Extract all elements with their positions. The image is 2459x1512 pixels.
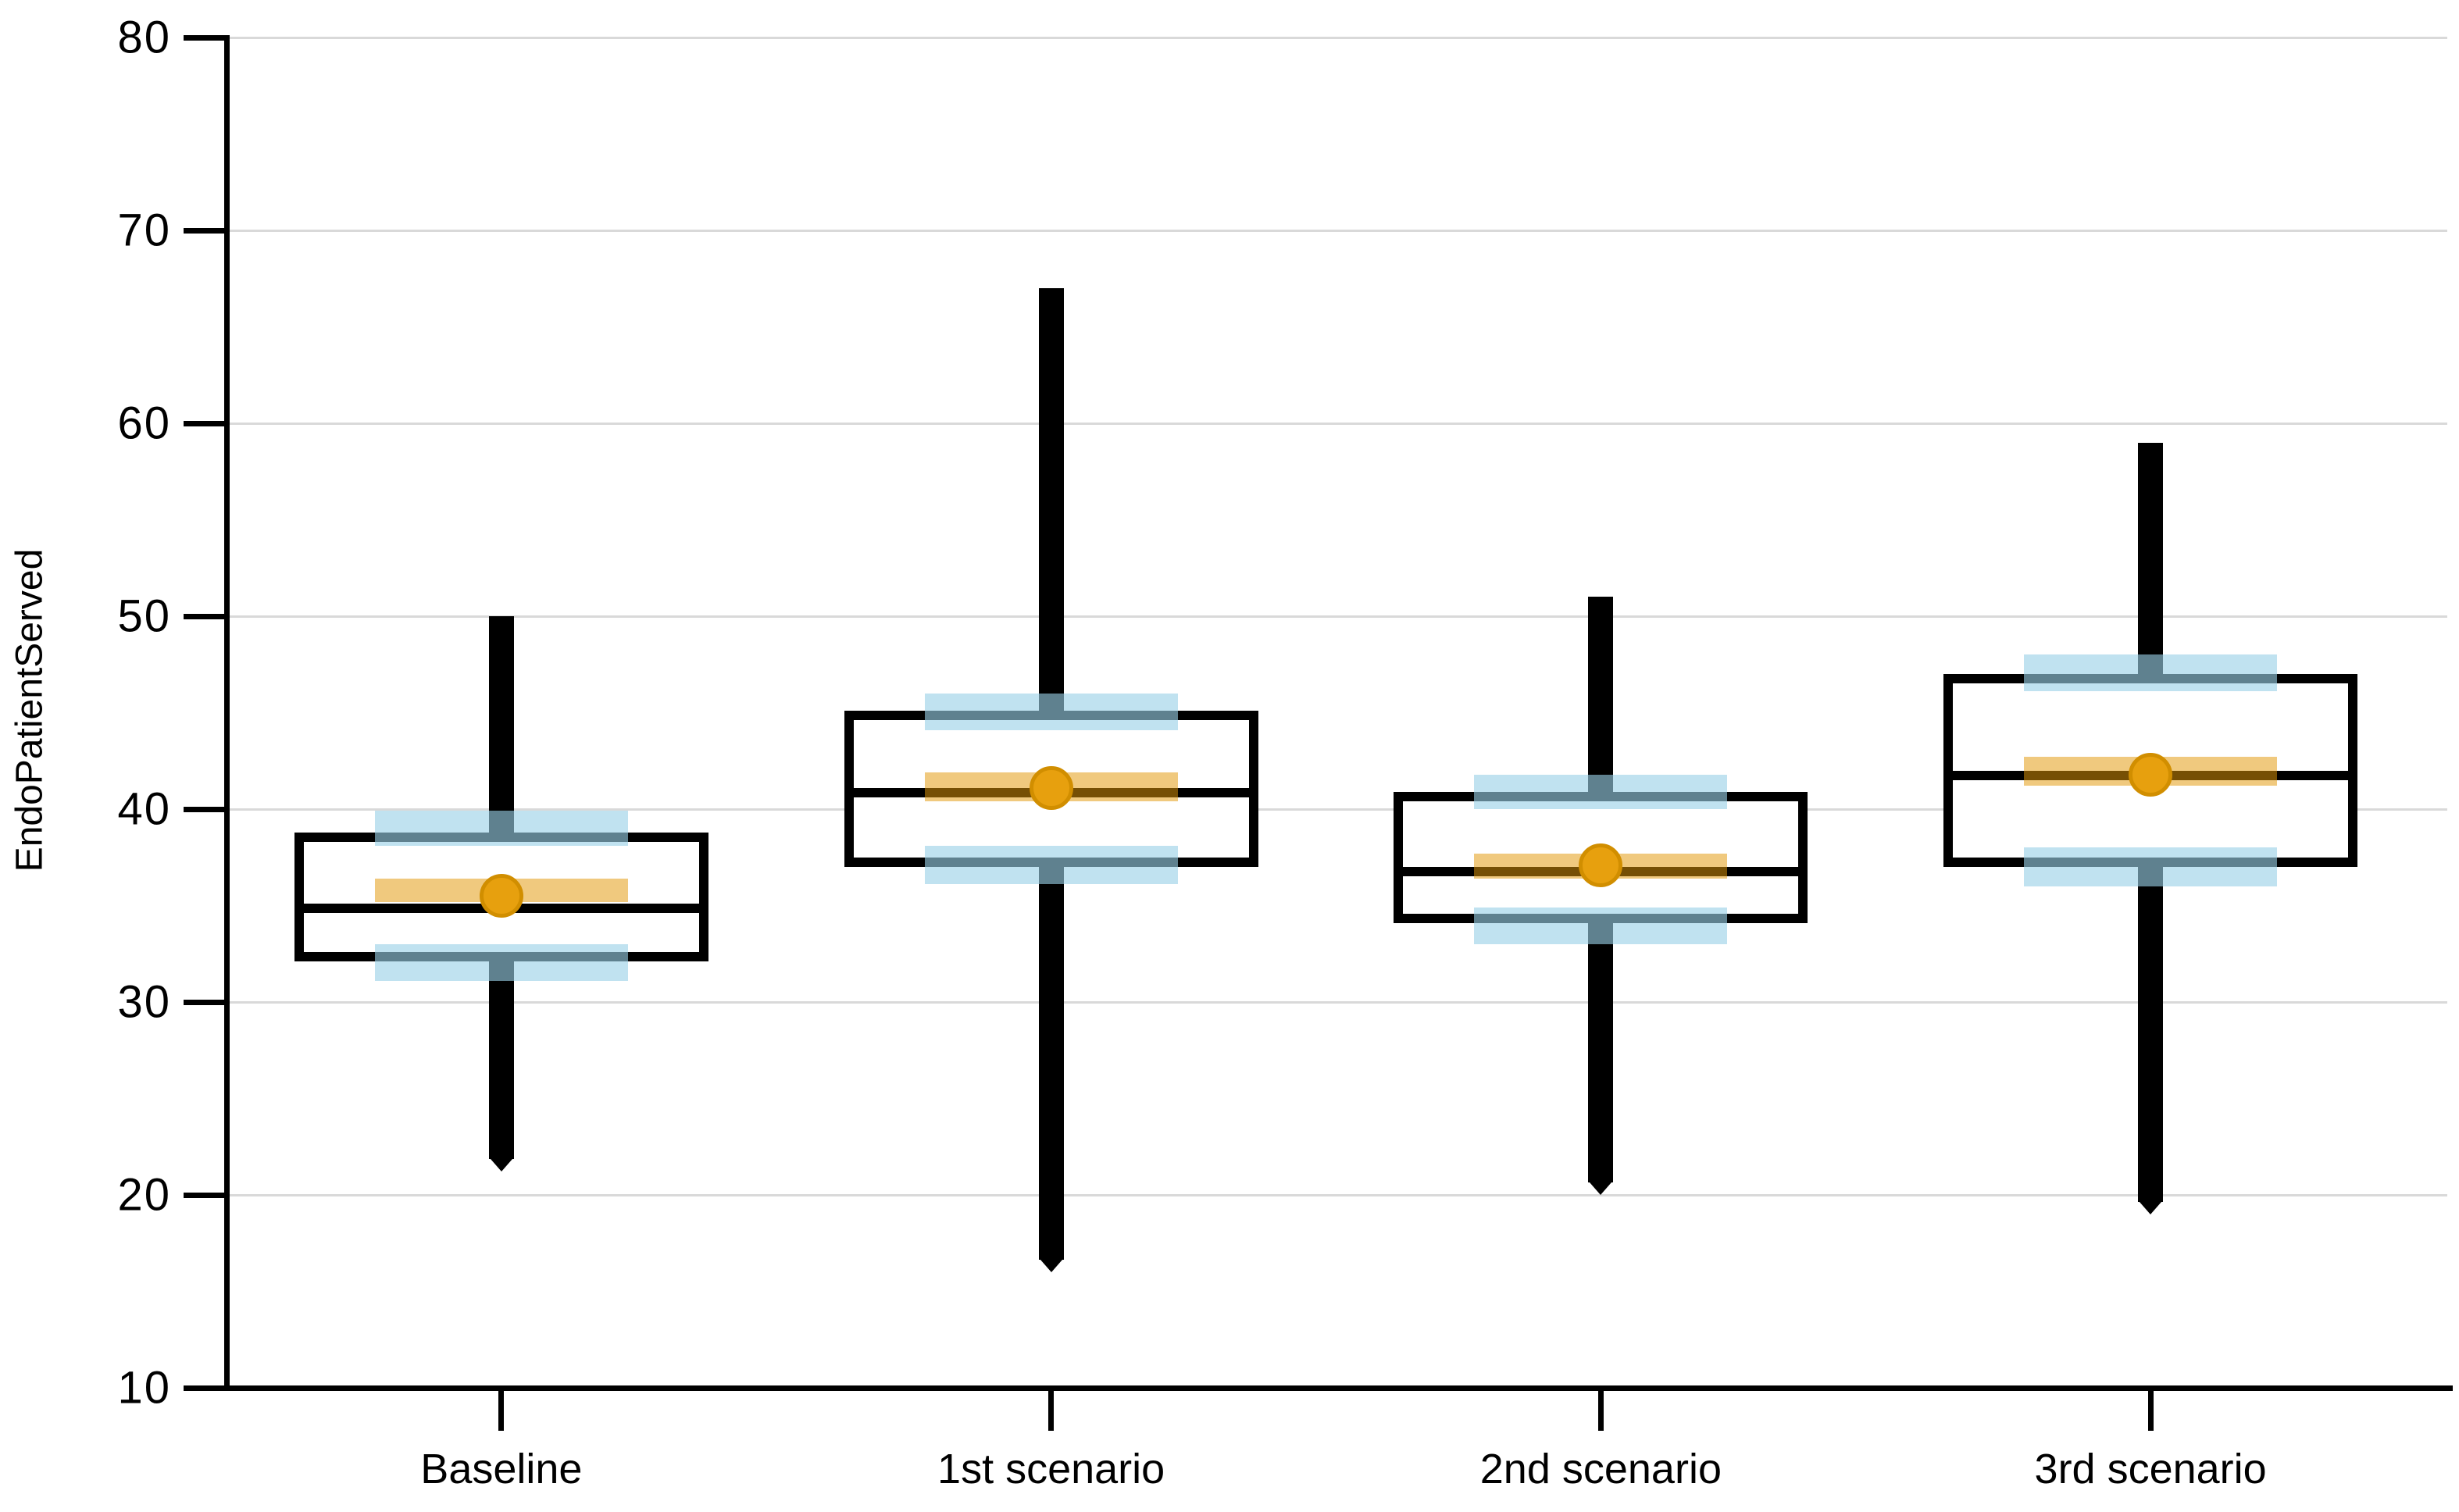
y-tick bbox=[184, 34, 227, 41]
x-category-label: 2nd scenario bbox=[1479, 1446, 1722, 1492]
y-gridline bbox=[227, 615, 2447, 618]
y-tick-label: 40 bbox=[117, 783, 171, 835]
q1-ci-band bbox=[1474, 907, 1728, 944]
y-tick-label: 70 bbox=[117, 205, 171, 256]
q1-ci-band bbox=[2024, 847, 2278, 886]
q3-ci-band bbox=[1474, 774, 1728, 809]
y-tick bbox=[184, 420, 227, 426]
y-tick bbox=[184, 999, 227, 1005]
mean-dot bbox=[479, 874, 523, 918]
y-tick bbox=[184, 1192, 227, 1198]
mean-dot bbox=[1029, 765, 1073, 810]
x-category-label: 1st scenario bbox=[937, 1446, 1165, 1492]
y-tick-label: 20 bbox=[117, 1169, 171, 1221]
y-gridline bbox=[227, 1193, 2447, 1196]
y-tick-label: 80 bbox=[117, 12, 171, 63]
q1-ci-band bbox=[374, 943, 628, 981]
y-tick bbox=[184, 806, 227, 812]
whisker-lower-tip bbox=[1590, 1182, 1612, 1195]
y-gridline bbox=[227, 422, 2447, 425]
y-gridline bbox=[227, 808, 2447, 811]
q3-ci-band bbox=[924, 693, 1178, 730]
whisker-lower-tip bbox=[490, 1159, 512, 1172]
q3-ci-band bbox=[374, 811, 628, 846]
mean-dot bbox=[1579, 843, 1623, 887]
y-tick bbox=[184, 613, 227, 619]
x-tick bbox=[2147, 1388, 2154, 1431]
y-gridline bbox=[227, 1000, 2447, 1004]
y-tick-label: 30 bbox=[117, 976, 171, 1028]
y-tick-label: 50 bbox=[117, 590, 171, 642]
y-axis-line bbox=[223, 35, 230, 1390]
y-axis-title: EndoPatientServed bbox=[9, 548, 51, 872]
mean-dot bbox=[2129, 752, 2173, 797]
y-tick bbox=[184, 227, 227, 234]
whisker-lower-tip bbox=[2140, 1201, 2162, 1214]
y-tick bbox=[184, 1385, 227, 1391]
x-tick bbox=[1597, 1388, 1604, 1431]
y-tick-label: 60 bbox=[117, 398, 171, 449]
x-tick bbox=[1048, 1388, 1055, 1431]
whisker-lower-tip bbox=[1040, 1259, 1062, 1272]
x-category-label: Baseline bbox=[420, 1446, 583, 1492]
q3-ci-band bbox=[2024, 654, 2278, 692]
x-tick bbox=[498, 1388, 505, 1431]
y-gridline bbox=[227, 36, 2447, 39]
y-gridline bbox=[227, 229, 2447, 232]
q1-ci-band bbox=[924, 845, 1178, 885]
x-axis-line bbox=[223, 1385, 2453, 1391]
y-tick-label: 10 bbox=[117, 1362, 171, 1414]
x-category-label: 3rd scenario bbox=[2034, 1446, 2267, 1492]
